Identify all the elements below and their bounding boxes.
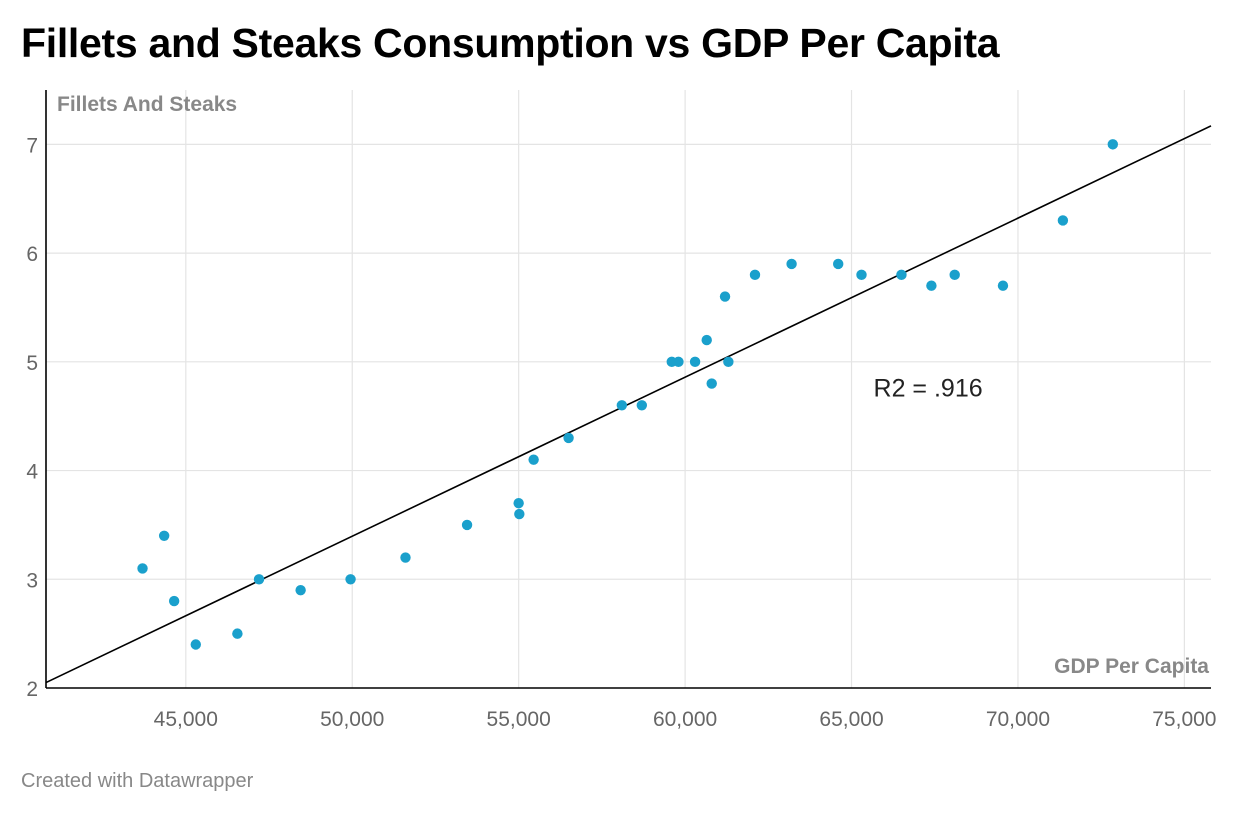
data-point (689, 356, 701, 368)
data-point (706, 378, 717, 389)
x-tick-label: 55,000 (487, 708, 551, 731)
data-point (190, 639, 201, 650)
data-point (158, 530, 170, 541)
trendline (45, 125, 1212, 684)
data-point (232, 628, 243, 639)
data-point (616, 400, 628, 411)
data-point (856, 269, 867, 281)
y-tick-label: 6 (26, 243, 38, 266)
data-point (673, 356, 684, 368)
data-point (749, 269, 761, 281)
data-point (949, 269, 960, 281)
x-tick-label: 50,000 (320, 708, 384, 731)
data-point (513, 497, 524, 509)
x-tick-label: 70,000 (986, 708, 1050, 731)
data-point (997, 280, 1009, 291)
data-point (563, 432, 574, 444)
chart-title: Fillets and Steaks Consumption vs GDP Pe… (21, 20, 1000, 66)
data-point (701, 334, 712, 346)
y-axis-title: Fillets And Steaks (57, 93, 237, 116)
r2-annotation: R2 = .916 (874, 375, 983, 403)
x-tick-label: 75,000 (1152, 708, 1216, 731)
data-point (926, 280, 937, 291)
x-tick-label: 45,000 (154, 708, 218, 731)
data-point (345, 574, 356, 585)
data-point (786, 258, 797, 270)
y-tick-label: 3 (26, 569, 38, 592)
x-tick-label: 65,000 (819, 708, 883, 731)
data-point (461, 519, 473, 531)
data-point (723, 356, 734, 368)
data-point (1057, 215, 1069, 226)
data-point (833, 258, 844, 270)
axes (45, 90, 1211, 689)
data-point (514, 508, 525, 520)
tick-labels: 2 3 4 5 6 7 45,000 50,000 55,000 60,000 65,000 70,0… (26, 134, 1216, 731)
data-point (400, 552, 411, 563)
credit-footer: Created with Datawrapper (21, 770, 254, 792)
x-tick-label: 60,000 (653, 708, 717, 731)
y-tick-label: 2 (26, 678, 38, 701)
x-axis-title: GDP Per Capita (1054, 655, 1209, 678)
data-point (295, 584, 306, 596)
data-point (1107, 139, 1119, 150)
data-point (636, 400, 648, 411)
data-points (137, 139, 1119, 650)
data-point (253, 574, 265, 585)
y-tick-label: 7 (26, 134, 38, 157)
data-point (896, 269, 907, 281)
data-point (168, 595, 180, 607)
y-tick-label: 5 (26, 352, 38, 375)
data-point (137, 563, 148, 574)
data-point (719, 291, 731, 302)
grid-lines (46, 90, 1211, 688)
y-tick-label: 4 (26, 461, 38, 484)
data-point (528, 454, 539, 465)
